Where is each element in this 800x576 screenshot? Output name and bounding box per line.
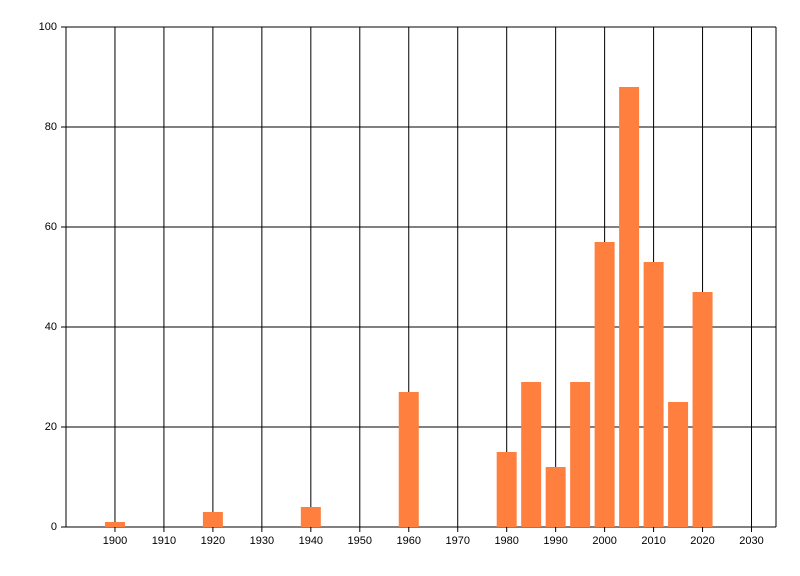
y-tick-label: 20 — [45, 421, 57, 433]
y-tick-label: 40 — [45, 321, 57, 333]
bar — [521, 382, 542, 527]
bar — [668, 402, 689, 527]
bar — [692, 292, 713, 527]
x-tick-label: 1990 — [543, 535, 567, 547]
y-tick-label: 0 — [51, 521, 57, 533]
x-tick-label: 1910 — [152, 535, 176, 547]
x-tick-label: 1940 — [299, 535, 323, 547]
bar — [300, 507, 321, 527]
bar — [643, 262, 664, 527]
bar — [104, 522, 125, 527]
x-tick-label: 1920 — [201, 535, 225, 547]
x-tick-label: 1980 — [494, 535, 518, 547]
bar — [496, 452, 517, 527]
bar — [545, 467, 566, 527]
x-tick-label: 2000 — [592, 535, 616, 547]
x-tick-label: 1900 — [103, 535, 127, 547]
bar — [202, 512, 223, 527]
x-tick-label: 1950 — [348, 535, 372, 547]
y-tick-label: 80 — [45, 121, 57, 133]
y-tick-label: 60 — [45, 221, 57, 233]
x-tick-label: 1970 — [445, 535, 469, 547]
y-tick-label: 100 — [39, 21, 57, 33]
bar — [619, 87, 640, 527]
x-tick-label: 2010 — [641, 535, 665, 547]
x-tick-label: 1930 — [250, 535, 274, 547]
bar — [570, 382, 591, 527]
bar — [398, 392, 419, 527]
x-tick-label: 2030 — [739, 535, 763, 547]
x-tick-label: 1960 — [397, 535, 421, 547]
bar — [594, 242, 615, 527]
x-tick-label: 2020 — [690, 535, 714, 547]
